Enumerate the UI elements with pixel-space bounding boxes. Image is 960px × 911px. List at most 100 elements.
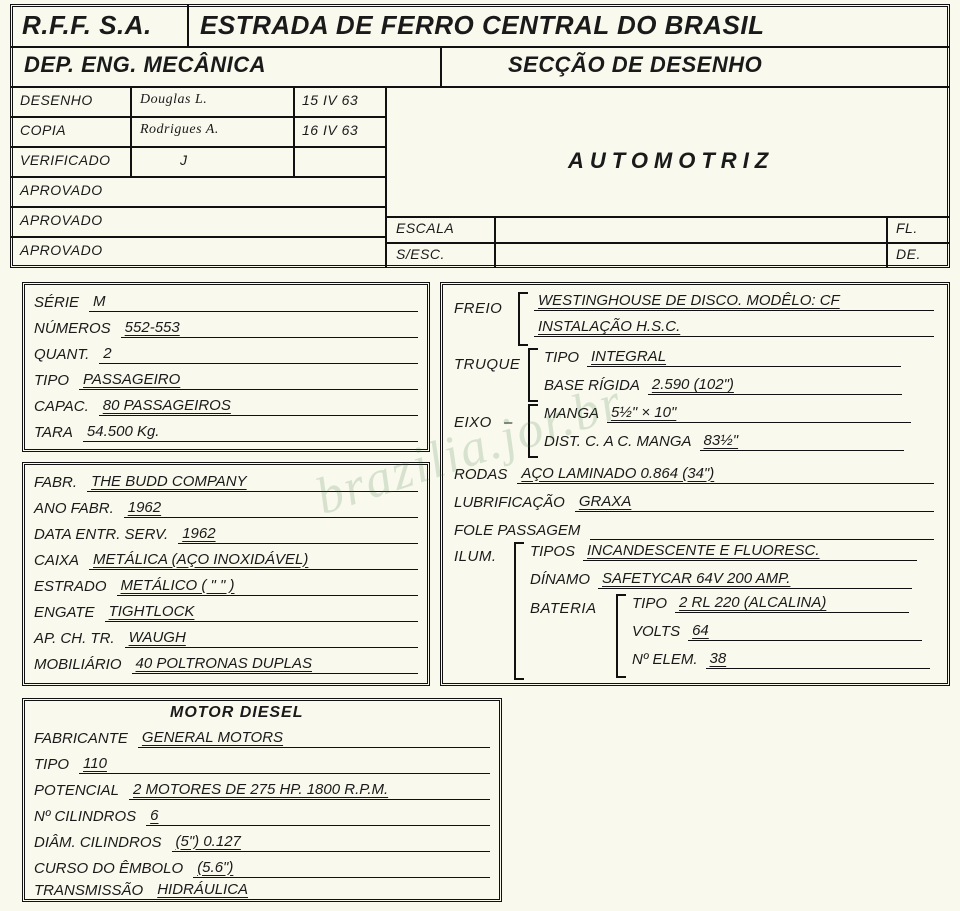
freio2-value: INSTALAÇÃO H.S.C. <box>534 318 934 337</box>
fabr-value: THE BUDD COMPANY <box>87 473 418 492</box>
nelem-row: Nº ELEM. 38 <box>632 650 934 669</box>
ilum-label: ILUM. <box>454 548 497 565</box>
volts-label: VOLTS <box>632 623 680 640</box>
divider <box>10 86 950 88</box>
caixa-row: CAIXA METÁLICA (AÇO INOXIDÁVEL) <box>34 548 418 572</box>
numeros-label: NÚMEROS <box>34 320 111 337</box>
tara-row: TARA 54.500 Kg. <box>34 420 418 444</box>
verificado-label: VERIFICADO <box>20 152 111 168</box>
rodas-value: AÇO LAMINADO 0.864 (34") <box>517 465 934 484</box>
ilumtipo-value: INCANDESCENTE E FLUORESC. <box>583 542 917 561</box>
desenho-date: 15 IV 63 <box>302 92 358 108</box>
distc-row: DIST. C. A C. MANGA 83½" <box>544 432 934 451</box>
dinamo-label: DÍNAMO <box>530 571 590 588</box>
fabricante-row: FABRICANTE GENERAL MOTORS <box>34 726 490 750</box>
railroad-name: ESTRADA DE FERRO CENTRAL DO BRASIL <box>200 10 764 41</box>
capac-row: CAPAC. 80 PASSAGEIROS <box>34 394 418 418</box>
de-label: DE. <box>896 246 921 262</box>
copia-date: 16 IV 63 <box>302 122 358 138</box>
nelem-label: Nº ELEM. <box>632 651 698 668</box>
truque-label: TRUQUE <box>454 356 520 373</box>
capac-label: CAPAC. <box>34 398 89 415</box>
potencial-row: POTENCIAL 2 MOTORES DE 275 HP. 1800 R.P.… <box>34 778 490 802</box>
serie-label: SÉRIE <box>34 294 79 311</box>
truquetipo-label: TIPO <box>544 349 579 366</box>
lubr-label: LUBRIFICAÇÃO <box>454 494 565 511</box>
divider <box>130 86 132 176</box>
divider <box>10 206 385 208</box>
caixa-value: METÁLICA (AÇO INOXIDÁVEL) <box>89 551 418 570</box>
divider <box>10 176 385 178</box>
engate-label: ENGATE <box>34 604 95 621</box>
diam-label: DIÂM. CILINDROS <box>34 834 162 851</box>
lubr-value: GRAXA <box>575 493 934 512</box>
escala-value: S/ESC. <box>396 246 445 262</box>
fole-label: FOLE PASSAGEM <box>454 522 580 539</box>
copia-sig: Rodrigues A. <box>140 122 219 138</box>
bracket-icon <box>518 292 528 346</box>
manga-value: 5½" × 10" <box>607 404 911 423</box>
apchtr-label: AP. CH. TR. <box>34 630 115 647</box>
ncyl-row: Nº CILINDROS 6 <box>34 804 490 828</box>
aprovado1-label: APROVADO <box>20 182 103 198</box>
bracket-icon <box>616 594 626 678</box>
engate-value: TIGHTLOCK <box>105 603 418 622</box>
fabricante-value: GENERAL MOTORS <box>138 729 490 748</box>
baserigida-row: BASE RÍGIDA 2.590 (102") <box>544 376 934 395</box>
ncyl-value: 6 <box>146 807 490 826</box>
tipo-row: TIPO PASSAGEIRO <box>34 368 418 392</box>
battipo-row: TIPO 2 RL 220 (ALCALINA) <box>632 594 934 613</box>
ncyl-label: Nº CILINDROS <box>34 808 136 825</box>
quant-row: QUANT. 2 <box>34 342 418 366</box>
company-code: R.F.F. S.A. <box>22 10 152 41</box>
fabr-row: FABR. THE BUDD COMPANY <box>34 470 418 494</box>
battipo-value: 2 RL 220 (ALCALINA) <box>675 594 909 613</box>
desenho-sig: Douglas L. <box>140 92 207 108</box>
diam-row: DIÂM. CILINDROS (5") 0.127 <box>34 830 490 854</box>
divider <box>10 146 385 148</box>
motor-title: MOTOR DIESEL <box>170 704 304 722</box>
apchtr-value: WAUGH <box>125 629 418 648</box>
eixo-label: EIXO <box>454 414 492 431</box>
potencial-value: 2 MOTORES DE 275 HP. 1800 R.P.M. <box>129 781 490 800</box>
page: R.F.F. S.A. ESTRADA DE FERRO CENTRAL DO … <box>0 0 960 911</box>
baserigida-label: BASE RÍGIDA <box>544 377 640 394</box>
verificado-sig: J <box>180 152 188 168</box>
divider <box>187 4 189 46</box>
tara-label: TARA <box>34 424 73 441</box>
volts-value: 64 <box>688 622 922 641</box>
mtipo-label: TIPO <box>34 756 69 773</box>
distc-value: 83½" <box>700 432 904 451</box>
manga-row: MANGA 5½" × 10" <box>544 404 934 423</box>
curso-label: CURSO DO ÊMBOLO <box>34 860 183 877</box>
aprovado3-label: APROVADO <box>20 242 103 258</box>
mobiliario-label: MOBILIÁRIO <box>34 656 122 673</box>
ilumtipo-row: TIPOS INCANDESCENTE E FLUORESC. <box>530 542 934 561</box>
dataentr-label: DATA ENTR. SERV. <box>34 526 168 543</box>
bracket-icon <box>528 404 538 458</box>
numeros-value: 552-553 <box>121 319 418 338</box>
escala-label: ESCALA <box>396 220 454 236</box>
manga-label: MANGA <box>544 405 599 422</box>
freio-label: FREIO <box>454 300 502 317</box>
numeros-row: NÚMEROS 552-553 <box>34 316 418 340</box>
divider <box>385 216 950 218</box>
estrado-value: METÁLICO ( " " ) <box>117 577 418 596</box>
divider <box>385 86 387 268</box>
divider <box>494 216 496 268</box>
truquetipo-value: INTEGRAL <box>587 348 901 367</box>
freio2-row: INSTALAÇÃO H.S.C. <box>534 318 934 337</box>
section: SECÇÃO DE DESENHO <box>508 52 762 78</box>
truquetipo-row: TIPO INTEGRAL <box>544 348 934 367</box>
freio1-row: WESTINGHOUSE DE DISCO. MODÊLO: CF <box>534 292 934 311</box>
divider <box>10 46 950 48</box>
anofabr-value: 1962 <box>124 499 418 518</box>
estrado-row: ESTRADO METÁLICO ( " " ) <box>34 574 418 598</box>
estrado-label: ESTRADO <box>34 578 107 595</box>
freio1-value: WESTINGHOUSE DE DISCO. MODÊLO: CF <box>534 292 934 311</box>
transm-value: HIDRÁULICA <box>153 881 490 900</box>
nelem-value: 38 <box>706 650 930 669</box>
desenho-label: DESENHO <box>20 92 93 108</box>
fabr-label: FABR. <box>34 474 77 491</box>
transm-label: TRANSMISSÃO <box>34 882 143 899</box>
